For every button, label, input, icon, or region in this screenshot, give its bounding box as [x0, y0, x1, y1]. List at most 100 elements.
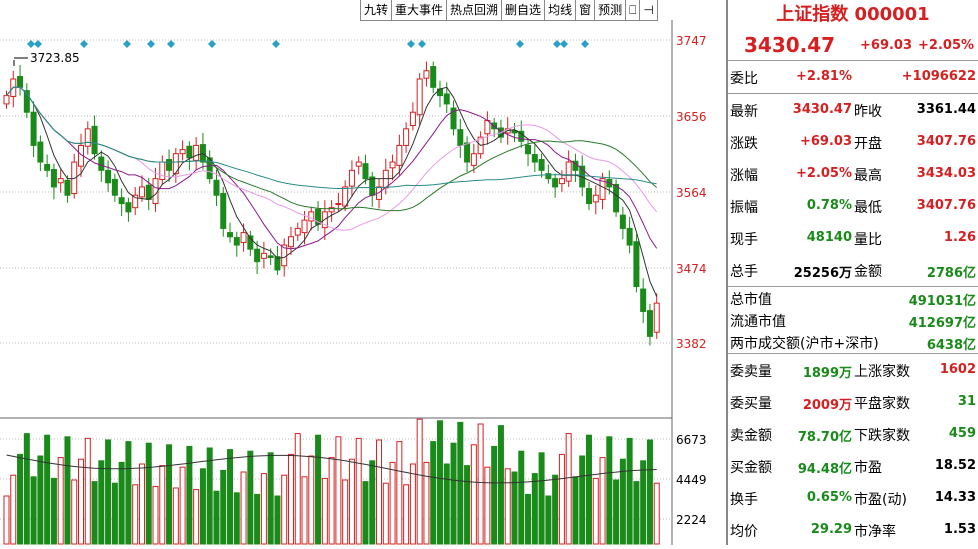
candle-body [84, 128, 91, 147]
candle-body [531, 154, 538, 163]
volume-bar [91, 481, 98, 545]
quote-label-2: 最高 [854, 168, 882, 184]
volume-bar [328, 457, 335, 545]
price-row: 3430.47 +69.03 +2.05% [728, 30, 978, 61]
tb-moving-average-button[interactable]: 均线 [545, 0, 577, 20]
candle-body [558, 178, 565, 185]
candle-body [457, 129, 464, 146]
bottom-value: 94.48亿 [797, 462, 852, 477]
candle-body [396, 144, 403, 166]
volume-bar [23, 433, 30, 545]
tb-end-icon[interactable]: ⊣ [640, 0, 658, 20]
volume-bar [179, 466, 186, 545]
candle-body [227, 232, 234, 238]
tb-major-events-button[interactable]: 重大事件 [392, 0, 448, 20]
candle-body [37, 141, 44, 163]
candle-body [328, 207, 335, 213]
volume-bar [57, 457, 64, 545]
candle-body [240, 232, 247, 244]
event-marker-icon[interactable] [581, 40, 589, 48]
tb-lock-icon[interactable]: ⎕ [626, 0, 641, 20]
volume-bar [423, 461, 430, 545]
event-marker-icon[interactable] [123, 40, 131, 48]
kline-chart-area[interactable]: 3747 3656 3564 3474 3382 6673 4449 2224 3723.85 [0, 0, 726, 545]
event-marker-icon[interactable] [418, 40, 426, 48]
candle-body [179, 149, 186, 155]
volume-bar [186, 445, 193, 545]
volume-bar [565, 433, 572, 545]
event-marker-icon[interactable] [553, 40, 561, 48]
kline-chart[interactable]: 3747 3656 3564 3474 3382 6673 4449 2224 3723.85 [0, 0, 726, 545]
tb-hotspot-review-button[interactable]: 热点回溯 [447, 0, 503, 20]
volume-bar [342, 479, 349, 545]
event-marker-icon[interactable] [147, 40, 155, 48]
tb-window-button[interactable]: 窗 [576, 0, 596, 20]
volume-bar [403, 484, 410, 545]
volume-bar [240, 471, 247, 545]
candle-body [166, 159, 173, 171]
ma60-line [6, 86, 657, 189]
volume-bar [416, 418, 423, 545]
quote-value-2: 3407.76 [916, 134, 976, 149]
event-marker-icon[interactable] [272, 40, 280, 48]
event-marker-icon[interactable] [407, 40, 415, 48]
candle-body [71, 161, 78, 195]
volume-bar [396, 441, 403, 545]
bottom-value-2: 459 [948, 426, 976, 441]
candle-body [30, 111, 37, 146]
volume-bar [592, 477, 599, 545]
tb-forecast-button[interactable]: 预测 [595, 0, 627, 20]
event-marker-icon[interactable] [560, 40, 568, 48]
volume-bar [443, 463, 450, 545]
candle-body [287, 236, 294, 248]
volume-bar [599, 457, 606, 545]
candle-body [362, 163, 369, 180]
weibi-row: 委比 +2.81% +1096622 [728, 61, 978, 94]
quote-label-2: 昨收 [854, 104, 882, 120]
event-marker-icon[interactable] [516, 40, 524, 48]
volume-bar [172, 487, 179, 545]
quote-row: 总手 25256万 金额 2786亿 [728, 254, 978, 286]
bottom-label-2: 下跌家数 [854, 428, 910, 444]
last-price: 3430.47 [744, 33, 836, 57]
volume-bar [362, 481, 369, 545]
volume-bar [355, 437, 362, 545]
candle-body [57, 178, 64, 184]
candle-body [186, 145, 193, 159]
quote-label: 总手 [730, 264, 758, 280]
candle-body [159, 161, 166, 180]
volume-bar [84, 437, 91, 545]
event-marker-icon[interactable] [167, 40, 175, 48]
volume-bar [193, 489, 200, 545]
volume-bar [497, 425, 504, 545]
tb-remove-watchlist-button[interactable]: 删自选 [502, 0, 546, 20]
volume-ma-line [6, 454, 657, 484]
candle-body [626, 227, 633, 246]
volume-axis-label: 2224 [676, 513, 707, 527]
volume-bar [138, 463, 145, 545]
candle-body [409, 111, 416, 127]
event-marker-icon[interactable] [34, 40, 42, 48]
candle-body [3, 95, 10, 105]
candle-body [172, 153, 179, 175]
event-marker-icon[interactable] [208, 40, 216, 48]
volume-bar [206, 447, 213, 545]
candle-body [294, 227, 301, 236]
bottom-row: 换手 0.65% 市盈(动) 14.33 [728, 482, 978, 514]
candle-body [619, 214, 626, 229]
event-marker-icon[interactable] [80, 40, 88, 48]
high-price-annotation: 3723.85 [30, 51, 80, 65]
tb-jiuzhuan-button[interactable]: 九转 [361, 0, 393, 20]
candle-body [348, 169, 355, 187]
volume-bar [159, 465, 166, 545]
volume-bar [37, 455, 44, 545]
quote-value-2: 3361.44 [916, 102, 976, 117]
volume-bar [376, 439, 383, 545]
candle-body [552, 178, 559, 188]
volume-axis-label: 6673 [676, 433, 707, 447]
weicha-value: +1096622 [901, 69, 976, 84]
candle-body [274, 256, 281, 271]
bottom-row: 买金额 94.48亿 市盈 18.52 [728, 450, 978, 482]
event-marker-icon[interactable] [27, 40, 35, 48]
candle-body [138, 186, 145, 198]
